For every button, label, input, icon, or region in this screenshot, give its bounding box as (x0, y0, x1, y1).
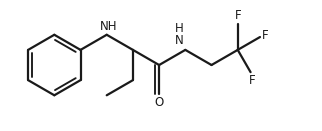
Text: O: O (155, 96, 164, 109)
Text: H
N: H N (175, 22, 184, 47)
Text: NH: NH (99, 20, 117, 32)
Text: F: F (249, 74, 255, 87)
Text: F: F (262, 29, 269, 42)
Text: F: F (234, 9, 241, 22)
